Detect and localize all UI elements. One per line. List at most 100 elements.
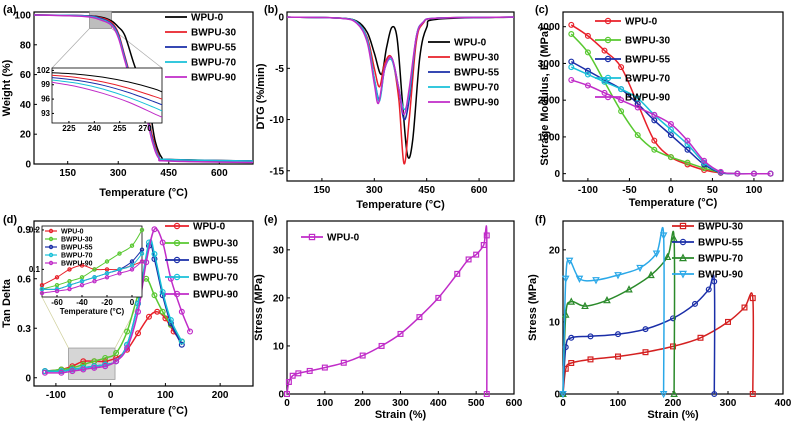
data-point bbox=[614, 353, 621, 360]
data-point bbox=[135, 300, 142, 307]
legend-label: BWPU-90 bbox=[191, 73, 236, 84]
series-line-bwpu-70 bbox=[41, 253, 143, 290]
data-point bbox=[603, 295, 611, 304]
y-tick-label: 0 bbox=[278, 13, 284, 24]
data-point bbox=[636, 264, 644, 273]
data-point bbox=[679, 270, 687, 279]
data-point bbox=[647, 270, 655, 279]
legend-label: BWPU-55 bbox=[698, 238, 743, 249]
data-point bbox=[679, 238, 687, 246]
data-point bbox=[67, 286, 72, 292]
data-point bbox=[618, 64, 625, 71]
legend-label: BWPU-70 bbox=[454, 83, 499, 94]
series-line-bwpu-70 bbox=[51, 79, 163, 112]
data-point bbox=[584, 49, 591, 56]
data-point bbox=[711, 278, 718, 285]
data-point bbox=[79, 279, 85, 284]
data-point bbox=[48, 260, 54, 266]
x-tick-label: 400 bbox=[775, 398, 791, 409]
data-point bbox=[750, 170, 757, 177]
x-tick-label: -100 bbox=[46, 390, 66, 401]
data-point bbox=[749, 391, 756, 398]
data-point bbox=[584, 32, 591, 39]
series-line-bwpu-30 bbox=[51, 74, 163, 100]
y-tick-label: 93 bbox=[41, 109, 50, 118]
data-point bbox=[651, 146, 658, 153]
data-point bbox=[651, 111, 658, 118]
data-point bbox=[178, 338, 185, 345]
legend-label: BWPU-70 bbox=[61, 253, 93, 260]
panel-label: (d) bbox=[3, 214, 17, 226]
data-point bbox=[705, 286, 712, 293]
y-tick-label: 0.6 bbox=[17, 274, 31, 285]
data-point bbox=[701, 157, 708, 164]
data-point bbox=[159, 308, 166, 315]
y-tick-label: 80 bbox=[20, 40, 32, 51]
legend-label: BWPU-90 bbox=[625, 93, 670, 104]
series-line-bwpu-30 bbox=[41, 229, 143, 290]
data-point bbox=[104, 259, 110, 264]
y-axis-label: Tan Delta bbox=[1, 278, 13, 328]
data-point bbox=[135, 330, 142, 337]
data-point bbox=[561, 275, 570, 283]
data-point bbox=[173, 290, 181, 298]
series-line-bwpu-90 bbox=[562, 226, 665, 395]
data-point bbox=[465, 256, 472, 263]
y-tick-label: -5 bbox=[275, 64, 284, 75]
data-point bbox=[454, 270, 461, 277]
y-tick-label: 20 bbox=[20, 130, 32, 141]
y-axis-label: DTG (%/min) bbox=[255, 63, 267, 129]
x-tick-label: 225 bbox=[62, 124, 76, 133]
data-point bbox=[691, 300, 698, 307]
legend-label: BWPU-30 bbox=[61, 237, 93, 244]
panel-label: (b) bbox=[264, 4, 278, 16]
data-point bbox=[749, 295, 756, 302]
data-point bbox=[92, 267, 97, 272]
data-point bbox=[173, 256, 181, 264]
x-axis-label: Temperature (°C) bbox=[99, 187, 188, 199]
x-tick-label: 400 bbox=[430, 398, 447, 409]
series-line-wpu-0 bbox=[51, 72, 163, 93]
data-point bbox=[767, 170, 774, 177]
data-point bbox=[652, 250, 661, 258]
x-tick-label: 200 bbox=[212, 390, 229, 401]
x-tick-label: 0 bbox=[668, 185, 674, 196]
data-point bbox=[80, 366, 87, 373]
data-point bbox=[151, 292, 158, 299]
data-point bbox=[178, 308, 185, 315]
data-point bbox=[113, 350, 120, 357]
y-tick-label: 0 bbox=[554, 169, 560, 180]
data-point bbox=[113, 358, 120, 365]
panel-label: (a) bbox=[3, 4, 17, 16]
y-tick-label: 0 bbox=[25, 160, 31, 171]
data-point bbox=[135, 308, 142, 315]
legend-label: BWPU-30 bbox=[191, 28, 236, 39]
x-tick-label: 0 bbox=[130, 298, 135, 307]
data-point bbox=[667, 121, 674, 128]
data-point bbox=[604, 17, 612, 25]
y-tick-label: 30 bbox=[273, 245, 285, 256]
legend-label: BWPU-70 bbox=[625, 74, 670, 85]
data-point bbox=[48, 252, 54, 258]
y-tick-label: 20 bbox=[273, 293, 285, 304]
data-point bbox=[54, 275, 60, 280]
data-point bbox=[139, 247, 145, 252]
x-tick-label: 500 bbox=[468, 398, 485, 409]
data-point bbox=[684, 146, 691, 153]
data-point bbox=[416, 314, 423, 321]
data-point bbox=[734, 170, 741, 177]
y-axis-label: Weight (%) bbox=[1, 59, 13, 116]
y-tick-label: -10 bbox=[270, 115, 285, 126]
y-tick-label: 0 bbox=[278, 390, 284, 401]
data-point bbox=[480, 242, 487, 249]
legend-label: BWPU-55 bbox=[454, 68, 499, 79]
y-tick-label: 60 bbox=[20, 70, 32, 81]
legend-label: BWPU-70 bbox=[193, 273, 238, 284]
data-point bbox=[651, 137, 658, 144]
y-tick-label: 1000 bbox=[538, 132, 561, 143]
y-tick-label: 0.3 bbox=[17, 324, 31, 335]
data-point bbox=[568, 64, 575, 71]
data-point bbox=[124, 345, 131, 352]
legend-label: BWPU-90 bbox=[61, 261, 93, 268]
legend-label: BWPU-55 bbox=[193, 256, 238, 267]
